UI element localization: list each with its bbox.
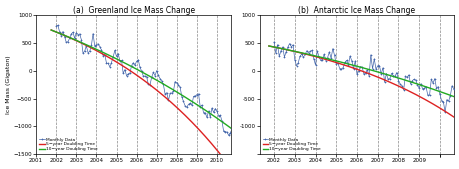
Monthly Data [212,107,218,110]
Monthly Data [417,83,423,85]
Title: (a)  Greenland Ice Mass Change: (a) Greenland Ice Mass Change [73,6,194,15]
10−year Doubling Time [265,45,271,47]
5−year Doubling Time [184,116,190,118]
Line: 10−year Doubling Time: 10−year Doubling Time [268,46,454,97]
10−year Doubling Time [406,80,411,82]
10−year Doubling Time [80,42,86,44]
10−year Doubling Time [155,80,160,82]
Monthly Data [230,122,236,124]
10−year Doubling Time [375,71,381,73]
Monthly Data [433,87,438,89]
10−year Doubling Time [130,66,135,68]
Monthly Data [225,134,231,136]
Line: Monthly Data: Monthly Data [272,41,458,114]
5−year Doubling Time [229,168,234,169]
10−year Doubling Time [48,29,54,31]
Line: 5−year Doubling Time: 5−year Doubling Time [268,46,454,118]
Monthly Data [271,41,276,43]
5−year Doubling Time [155,90,160,92]
Monthly Data [443,99,448,101]
5−year Doubling Time [375,77,381,79]
5−year Doubling Time [298,52,304,54]
5−year Doubling Time [95,50,100,52]
5−year Doubling Time [313,56,319,58]
Monthly Data [189,104,194,106]
5−year Doubling Time [169,102,174,104]
5−year Doubling Time [130,72,135,74]
Monthly Data [108,62,114,64]
10−year Doubling Time [229,128,234,130]
Monthly Data [220,130,226,132]
10−year Doubling Time [452,96,457,98]
10−year Doubling Time [298,52,304,54]
Monthly Data [453,86,459,88]
Monthly Data [197,106,202,108]
5−year Doubling Time [48,29,54,31]
10−year Doubling Time [95,49,100,51]
10−year Doubling Time [390,76,395,78]
Monthly Data [55,24,61,26]
Y-axis label: Ice Mass (Gigaton): Ice Mass (Gigaton) [6,55,11,114]
Monthly Data [180,101,186,103]
Title: (b)  Antarctic Ice Mass Change: (b) Antarctic Ice Mass Change [298,6,414,15]
Legend: Monthly Data, 5−year Doubling Time, 10−year Doubling Time: Monthly Data, 5−year Doubling Time, 10−y… [261,137,321,152]
10−year Doubling Time [169,88,174,90]
10−year Doubling Time [184,98,190,100]
Monthly Data [53,25,59,27]
5−year Doubling Time [80,43,86,45]
Line: 5−year Doubling Time: 5−year Doubling Time [51,30,231,169]
5−year Doubling Time [390,83,395,85]
10−year Doubling Time [313,55,319,57]
10−year Doubling Time [350,64,355,66]
Line: Monthly Data: Monthly Data [55,24,235,137]
Line: 10−year Doubling Time: 10−year Doubling Time [51,30,231,129]
5−year Doubling Time [265,45,271,47]
Monthly Data [326,51,331,53]
Monthly Data [400,89,405,91]
5−year Doubling Time [406,90,411,92]
5−year Doubling Time [452,117,457,119]
Monthly Data [409,80,414,82]
5−year Doubling Time [350,67,355,69]
Legend: Monthly Data, 5−year Doubling Time, 10−year Doubling Time: Monthly Data, 5−year Doubling Time, 10−y… [38,137,98,152]
Monthly Data [442,111,447,113]
